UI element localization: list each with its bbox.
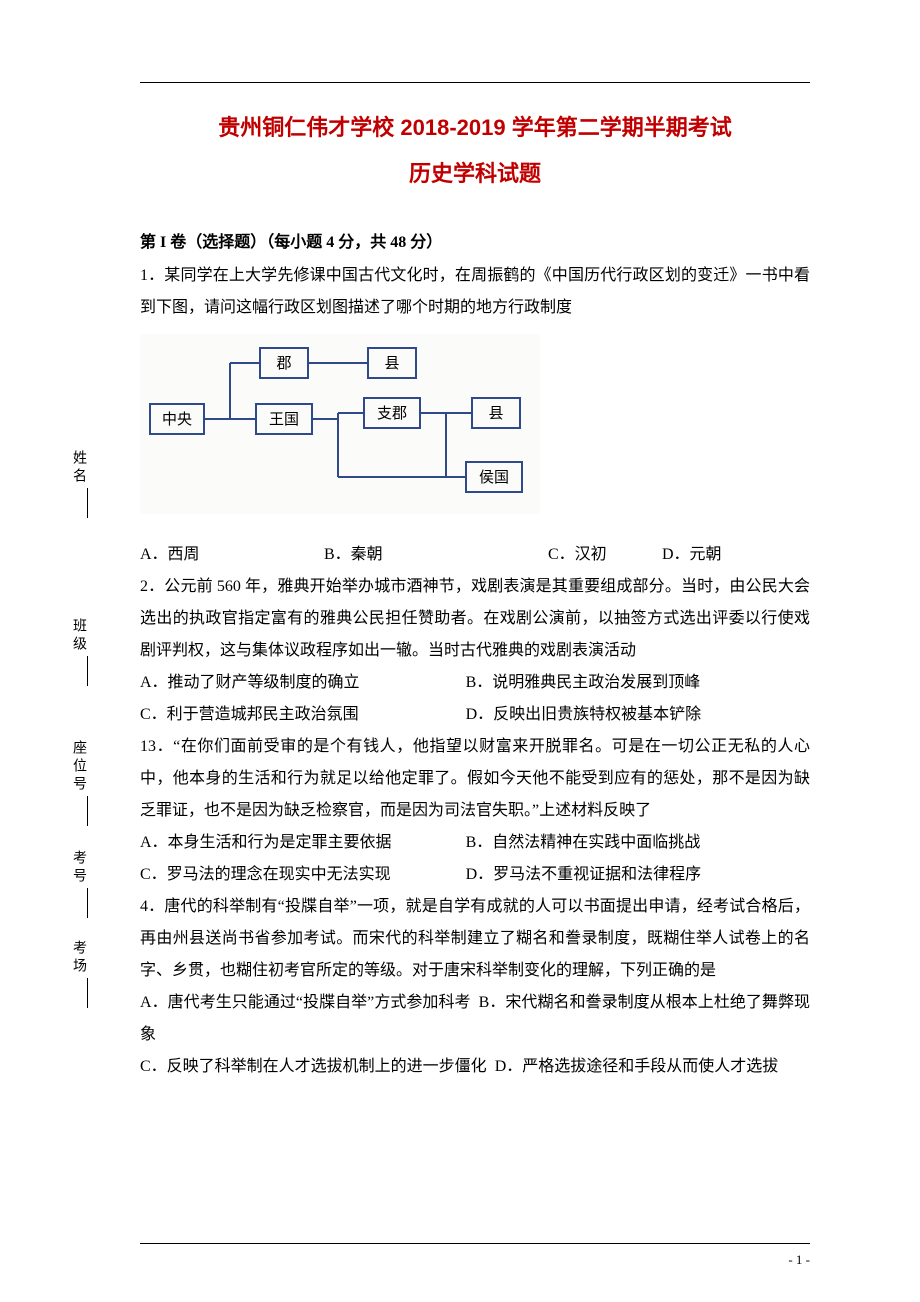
label-text: 考场 xyxy=(71,940,86,976)
node-wangguo: 王国 xyxy=(269,411,299,428)
q4-options-cd: C．反映了科举制在人才选拔机制上的进一步僵化 D．严格选拔途径和手段从而使人才选… xyxy=(140,1051,810,1083)
label-exam-room: 考场 xyxy=(68,940,88,1008)
label-name: 姓名 xyxy=(68,450,88,518)
q3-opt-d: D．罗马法不重视证据和法律程序 xyxy=(466,859,788,891)
label-text: 班级 xyxy=(71,618,86,654)
q4-opt-c: C．反映了科举制在人才选拔机制上的进一步僵化 xyxy=(140,1058,487,1075)
node-zhijun: 支郡 xyxy=(377,405,407,422)
label-class: 班级 xyxy=(68,618,88,686)
q3-stem: 13．“在你们面前受审的是个有钱人，他指望以财富来开脱罪名。可是在一切公正无私的… xyxy=(140,731,810,827)
q2-options-row1: A．推动了财产等级制度的确立 B．说明雅典民主政治发展到顶峰 xyxy=(140,667,810,699)
q2-options-row2: C．利于营造城邦民主政治氛围 D．反映出旧贵族特权被基本铲除 xyxy=(140,699,810,731)
q1-options: A．西周 B．秦朝 C．汉初 D．元朝 xyxy=(140,539,810,571)
exam-title-line2: 历史学科试题 xyxy=(140,156,810,188)
q3-options-row1: A．本身生活和行为是定罪主要依据 B．自然法精神在实践中面临挑战 xyxy=(140,827,810,859)
q4-options-ab: A．唐代考生只能通过“投牒自举”方式参加科考 B．宋代糊名和誊录制度从根本上杜绝… xyxy=(140,987,810,1051)
blank-line xyxy=(87,978,88,1008)
diagram-bg xyxy=(140,334,540,514)
q1-opt-d: D．元朝 xyxy=(662,539,762,571)
section-1-head: 第 I 卷（选择题）（每小题 4 分，共 48 分） xyxy=(140,228,810,252)
q3-opt-a: A．本身生活和行为是定罪主要依据 xyxy=(140,827,462,859)
q1-stem: 1．某同学在上大学先修课中国古代文化时，在周振鹤的《中国历代行政区划的变迁》一书… xyxy=(140,260,810,324)
q1-diagram: 中央 郡 王国 县 支郡 县 xyxy=(140,334,810,519)
label-seat-no: 座位号 xyxy=(68,740,88,826)
footer-rule xyxy=(140,1243,810,1244)
blank-line xyxy=(87,488,88,518)
q2-opt-a: A．推动了财产等级制度的确立 xyxy=(140,667,462,699)
q3-opt-b: B．自然法精神在实践中面临挑战 xyxy=(466,827,788,859)
q1-opt-a: A．西周 xyxy=(140,539,320,571)
q2-stem: 2．公元前 560 年，雅典开始举办城市酒神节，戏剧表演是其重要组成部分。当时，… xyxy=(140,571,810,667)
node-jun: 郡 xyxy=(276,355,291,372)
label-text: 考号 xyxy=(71,850,86,886)
node-xian-right: 县 xyxy=(488,406,503,422)
q2-opt-c: C．利于营造城邦民主政治氛围 xyxy=(140,699,462,731)
blank-line xyxy=(87,796,88,826)
label-text: 姓名 xyxy=(71,450,86,486)
node-central: 中央 xyxy=(162,411,192,428)
blank-line xyxy=(87,656,88,686)
q2-opt-d: D．反映出旧贵族特权被基本铲除 xyxy=(466,699,788,731)
top-rule xyxy=(140,82,810,83)
q3-opt-c: C．罗马法的理念在现实中无法实现 xyxy=(140,859,462,891)
q1-opt-b: B．秦朝 xyxy=(324,539,544,571)
q1-opt-c: C．汉初 xyxy=(548,539,658,571)
blank-line xyxy=(87,888,88,918)
q4-opt-d: D．严格选拔途径和手段从而使人才选拔 xyxy=(495,1058,779,1075)
q4-opt-a: A．唐代考生只能通过“投牒自举”方式参加科考 xyxy=(140,994,471,1011)
node-xian-top: 县 xyxy=(384,356,399,372)
label-text: 座位号 xyxy=(71,740,86,794)
node-houguo: 侯国 xyxy=(479,469,509,486)
exam-title-line1: 贵州铜仁伟才学校 2018-2019 学年第二学期半期考试 xyxy=(140,110,810,142)
page-number: - 1 - xyxy=(788,1252,810,1268)
q2-opt-b: B．说明雅典民主政治发展到顶峰 xyxy=(466,667,788,699)
admin-diagram-svg: 中央 郡 王国 县 支郡 县 xyxy=(140,334,540,514)
exam-page: 考场 考号 座位号 班级 姓名 贵州铜仁伟才学校 2018-2019 学年第二学… xyxy=(0,0,920,1302)
q4-stem: 4．唐代的科举制有“投牒自举”一项，就是自学有成就的人可以书面提出申请，经考试合… xyxy=(140,891,810,987)
label-exam-no: 考号 xyxy=(68,850,88,918)
q3-options-row2: C．罗马法的理念在现实中无法实现 D．罗马法不重视证据和法律程序 xyxy=(140,859,810,891)
